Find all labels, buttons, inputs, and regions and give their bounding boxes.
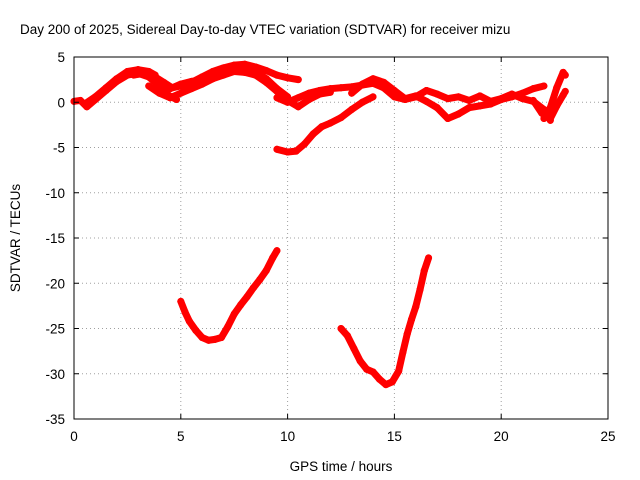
- grid-lines: [74, 57, 608, 419]
- data-point: [561, 87, 569, 95]
- series-arc-9: [540, 68, 569, 123]
- y-tick-label: -20: [45, 276, 65, 291]
- y-tick-label: 5: [57, 50, 65, 65]
- chart-title: Day 200 of 2025, Sidereal Day-to-day VTE…: [20, 22, 510, 37]
- series-arc-11: [177, 247, 281, 344]
- y-tick-label: -15: [45, 231, 65, 246]
- series-arc-12: [337, 254, 433, 389]
- data-point-marker: [540, 82, 548, 90]
- data-point-marker: [425, 254, 433, 262]
- x-tick-label: 20: [494, 429, 509, 444]
- x-tick-label: 10: [280, 429, 295, 444]
- data-point: [294, 76, 302, 84]
- x-tick-label: 0: [70, 429, 78, 444]
- data-point: [425, 254, 433, 262]
- y-tick-label: -35: [45, 412, 65, 427]
- series-arc-10: [529, 87, 569, 123]
- data-point-marker: [369, 93, 377, 101]
- y-tick-label: 0: [57, 95, 65, 110]
- data-point-marker: [561, 87, 569, 95]
- y-tick-label: -10: [45, 186, 65, 201]
- series-arc-7: [348, 75, 548, 123]
- x-tick-label: 15: [387, 429, 402, 444]
- y-tick-label: -5: [53, 141, 65, 156]
- data-point: [369, 93, 377, 101]
- axis-ticks: 0 5 10 15 20 25 5 0 -5 -10 -15 -20 -25 -30 -35: [45, 50, 615, 444]
- y-axis-label: SDTVAR / TECUs: [8, 184, 23, 293]
- series-arc-8: [273, 93, 377, 156]
- y-tick-label: -30: [45, 367, 65, 382]
- x-tick-label: 25: [600, 429, 615, 444]
- x-tick-label: 5: [177, 429, 185, 444]
- data-point-marker: [294, 76, 302, 84]
- data-point: [540, 82, 548, 90]
- data-point: [561, 71, 569, 79]
- data-point: [273, 247, 281, 255]
- data-point-marker: [273, 247, 281, 255]
- series-arc-5: [155, 64, 292, 101]
- x-axis-label: GPS time / hours: [290, 459, 393, 474]
- data-points: [70, 60, 569, 389]
- y-tick-label: -25: [45, 322, 65, 337]
- data-point-marker: [561, 71, 569, 79]
